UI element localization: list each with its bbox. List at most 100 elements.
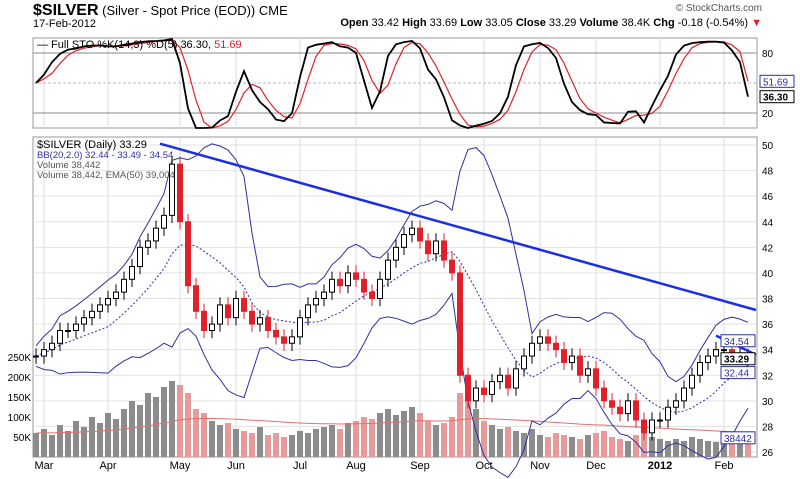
y-tick-label: 34 [762, 346, 774, 357]
volume-bar [745, 441, 751, 457]
x-tick-label: Oct [475, 460, 492, 472]
volume-bar [105, 413, 111, 457]
volume-bar [441, 423, 447, 457]
chg-value: -0.18 (-0.54%) [677, 17, 749, 29]
candle-body [153, 227, 159, 242]
volume-bar [89, 417, 95, 457]
volume-bar [425, 421, 431, 457]
volume-bar [553, 433, 559, 457]
candle-body [33, 355, 39, 358]
volume-bar [649, 437, 655, 457]
volume-bar [161, 387, 167, 457]
volume-label: Volume [579, 17, 619, 29]
candle-body [617, 406, 623, 415]
volume-bar [641, 433, 647, 457]
volume-bar [97, 423, 103, 457]
sto-legend: — Full STO %K(14,3) %D(5) 36.30, 51.69 [37, 39, 242, 51]
candle-body [705, 355, 711, 363]
x-tick-label: May [170, 460, 191, 472]
x-tick-label: Mar [35, 460, 54, 472]
volume-bar [153, 397, 159, 457]
volume-bar [521, 433, 527, 457]
x-tick-label: 2012 [648, 460, 672, 472]
candle-body [513, 368, 519, 389]
candle-body [377, 278, 383, 299]
candle-body [457, 272, 463, 376]
instrument-name: (Silver - Spot Price (EOD)) [102, 3, 256, 18]
volume-bar [257, 427, 263, 457]
candle-body [577, 355, 583, 376]
candle-body [113, 291, 119, 299]
volume-bar [577, 439, 583, 457]
y-tick-label: 46 [762, 192, 774, 203]
candle-body [393, 246, 399, 261]
volume-tick-label: 50K [13, 433, 31, 444]
candle-body [321, 291, 327, 299]
volume-bar [201, 413, 207, 457]
candle-body [545, 336, 551, 344]
bb-upper-tag-box [720, 334, 756, 348]
y-tick-label: 32 [762, 371, 774, 382]
bb-upper-tag: 34.54 [724, 337, 749, 348]
candle-body [665, 406, 671, 421]
candle-body [257, 317, 263, 325]
open-label: Open [340, 17, 369, 29]
bb-lower-tag-box [720, 366, 756, 380]
candle-body [561, 349, 567, 363]
volume-bar [329, 425, 335, 457]
volume-bar [713, 441, 719, 457]
close-tag: 33.29 [724, 355, 749, 366]
exchange: CME [258, 3, 288, 18]
quote-bar: Open 33.42 High 33.69 Low 33.05 Close 33… [340, 17, 762, 29]
candle-body [281, 336, 287, 344]
candle-body [697, 361, 703, 376]
sto-k-tag-box [759, 90, 795, 104]
volume-tick-label: 100K [8, 413, 32, 424]
candle-body [217, 304, 223, 325]
volume-bar [337, 429, 343, 457]
candle-body [409, 227, 415, 236]
high-value: 33.69 [429, 17, 458, 29]
candle-body [289, 336, 295, 344]
volume-bar [457, 393, 463, 457]
price-legend-item: Volume 38,442, EMA(50) 39,004 [37, 170, 175, 181]
sto-d-tag-box [759, 74, 795, 88]
trendline [159, 142, 757, 312]
x-tick-label: Aug [346, 460, 366, 472]
candle-body [625, 400, 631, 415]
volume-bar [617, 439, 623, 457]
volume-bar [609, 437, 615, 457]
candle-body [297, 317, 303, 338]
copyright: © StockCharts.com [675, 3, 762, 14]
volume-bar [569, 437, 575, 457]
candle-body [169, 163, 175, 216]
candle-body [593, 368, 599, 389]
candle-body [465, 374, 471, 402]
volume-bar [505, 427, 511, 457]
low-value: 33.05 [485, 17, 513, 29]
close-label: Close [515, 17, 546, 29]
candle-body [273, 329, 279, 338]
volume-bar [689, 437, 695, 457]
candle-body [249, 310, 255, 325]
candle-body [241, 298, 247, 312]
volume-ema-line [35, 417, 749, 434]
volume-bar [673, 439, 679, 457]
candle-body [497, 374, 503, 383]
volume-bar [721, 440, 727, 457]
candle-body [57, 329, 63, 344]
volume-bar [281, 437, 287, 457]
volume-bar [81, 427, 87, 457]
y-tick-label: 44 [762, 218, 774, 229]
candle-body [201, 310, 207, 331]
sto-tick-label: 20 [762, 109, 774, 120]
sto-tick-label: 80 [762, 49, 774, 60]
candle-body [689, 374, 695, 389]
volume-bar [49, 435, 55, 457]
price-legend-item: $SILVER (Daily) 33.29 [37, 139, 147, 151]
volume-bar [113, 419, 119, 457]
volume-bar [57, 425, 63, 457]
chart-title: $SILVER (Silver - Spot Price (EOD)) CME [33, 2, 288, 20]
volume-bar [737, 439, 743, 457]
volume-bar [625, 441, 631, 457]
